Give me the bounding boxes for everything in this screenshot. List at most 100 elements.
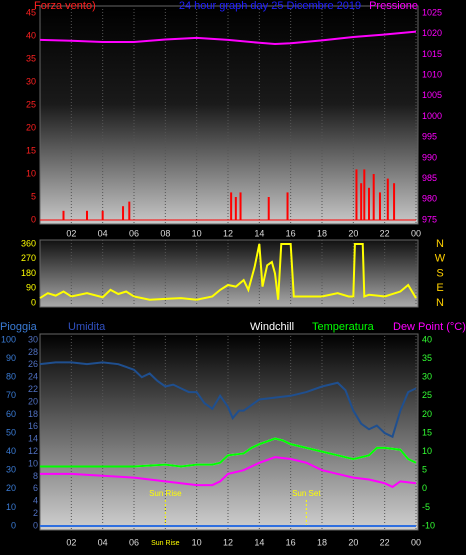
x-tick-label: 12 <box>223 537 233 547</box>
bar <box>386 178 389 220</box>
y-tick-label: 100 <box>1 334 16 344</box>
line-series <box>40 437 417 468</box>
y2-tick-label: 1000 <box>422 111 442 121</box>
bar <box>128 201 131 220</box>
bar <box>378 192 381 220</box>
y-tick-label: 80 <box>6 372 16 382</box>
y2-tick-label: 35 <box>422 353 432 363</box>
y3-tick-label: 30 <box>28 334 38 344</box>
y2-axis-label: Pressione <box>369 0 418 12</box>
x-tick-label: 02 <box>66 537 76 547</box>
y2-tick-label: 25 <box>422 390 432 400</box>
annotation: Sun Set <box>292 489 321 498</box>
x-tick-label: 08 <box>160 228 170 238</box>
y2-tick-label: 1005 <box>422 90 442 100</box>
x-tick-label: 10 <box>192 537 202 547</box>
y2-tick-label: -5 <box>422 502 430 512</box>
y3-tick-label: 18 <box>28 409 38 419</box>
y3-tick-label: 24 <box>28 372 38 382</box>
panel-direction <box>39 239 419 308</box>
y2-tick-label: N <box>436 238 444 250</box>
legend-entry: Windchill <box>250 321 294 333</box>
x-tick-label: 14 <box>254 228 264 238</box>
x-tick-label: 02 <box>66 228 76 238</box>
y3-tick-label: 2 <box>33 508 38 518</box>
y-tick-label: 30 <box>26 76 36 86</box>
bar <box>101 210 104 220</box>
x-tick-label: 10 <box>192 228 202 238</box>
x-tick-label: 04 <box>98 537 108 547</box>
y2-tick-label: 995 <box>422 132 437 142</box>
y3-axis-label: Umidita <box>68 321 106 333</box>
x-tick-label: 12 <box>223 228 233 238</box>
bar <box>62 210 65 220</box>
y2-tick-label: W <box>435 253 446 265</box>
y3-tick-label: 14 <box>28 434 38 444</box>
bar <box>239 192 242 220</box>
y2-tick-label: 990 <box>422 152 437 162</box>
y3-tick-label: 8 <box>33 471 38 481</box>
line-series <box>39 361 417 439</box>
bar <box>122 206 125 220</box>
y2-tick-label: 980 <box>422 194 437 204</box>
y3-tick-label: 4 <box>33 496 38 506</box>
y-tick-label: 180 <box>21 268 36 278</box>
y-tick-label: 40 <box>6 446 16 456</box>
y2-tick-label: 985 <box>422 173 437 183</box>
bar <box>363 169 366 220</box>
y2-tick-label: 20 <box>422 409 432 419</box>
bar <box>368 187 370 220</box>
y3-tick-label: 16 <box>28 421 38 431</box>
y-tick-label: 10 <box>6 502 16 512</box>
x-tick-label: 06 <box>129 537 139 547</box>
y-tick-label: 0 <box>31 297 36 307</box>
y-tick-label: 5 <box>31 191 36 201</box>
y-tick-label: 90 <box>6 353 16 363</box>
x-tick-label: 14 <box>254 537 264 547</box>
line-series <box>40 456 417 489</box>
y2-tick-label: 15 <box>422 427 432 437</box>
y2-tick-label: S <box>436 267 443 279</box>
x-tick-label: 06 <box>129 228 139 238</box>
legend-entry: Dew Point (°C) <box>393 321 466 333</box>
y2-tick-label: 30 <box>422 372 432 382</box>
y2-tick-label: -10 <box>422 520 435 530</box>
y-tick-label: 50 <box>6 427 16 437</box>
y-axis-label: Pioggia <box>0 321 38 333</box>
y-tick-label: 25 <box>26 99 36 109</box>
y3-tick-label: 6 <box>33 483 38 493</box>
x-tick-label: 20 <box>348 537 358 547</box>
x-tick-label: 04 <box>98 228 108 238</box>
y2-tick-label: 1015 <box>422 49 442 59</box>
y-tick-label: 270 <box>21 253 36 263</box>
y-tick-label: 0 <box>11 520 16 530</box>
bar <box>86 210 88 220</box>
y-axis-label: Forza vento) <box>34 0 96 12</box>
y-tick-label: 60 <box>6 409 16 419</box>
bar <box>286 192 289 220</box>
y-tick-label: 20 <box>6 483 16 493</box>
x-tick-label: 16 <box>286 537 296 547</box>
bar <box>360 183 363 220</box>
y-tick-label: 20 <box>26 122 36 132</box>
y-tick-label: 45 <box>26 7 36 17</box>
y3-tick-label: 12 <box>28 446 38 456</box>
y3-tick-label: 28 <box>28 347 38 357</box>
y2-tick-label: 5 <box>422 465 427 475</box>
y2-tick-label: E <box>436 282 443 294</box>
y-tick-label: 10 <box>26 168 36 178</box>
x-tick-label: 20 <box>348 228 358 238</box>
x-tick-label: 18 <box>317 537 327 547</box>
x-tick-label: 00 <box>411 537 421 547</box>
bar <box>267 197 270 220</box>
y3-tick-label: 10 <box>28 458 38 468</box>
y2-tick-label: 10 <box>422 446 432 456</box>
line-series <box>39 30 417 46</box>
x-tick-label: 00 <box>411 228 421 238</box>
y-tick-label: 90 <box>26 283 36 293</box>
y2-tick-label: 1010 <box>422 69 442 79</box>
y2-tick-label: 1020 <box>422 28 442 38</box>
bar <box>372 174 375 220</box>
